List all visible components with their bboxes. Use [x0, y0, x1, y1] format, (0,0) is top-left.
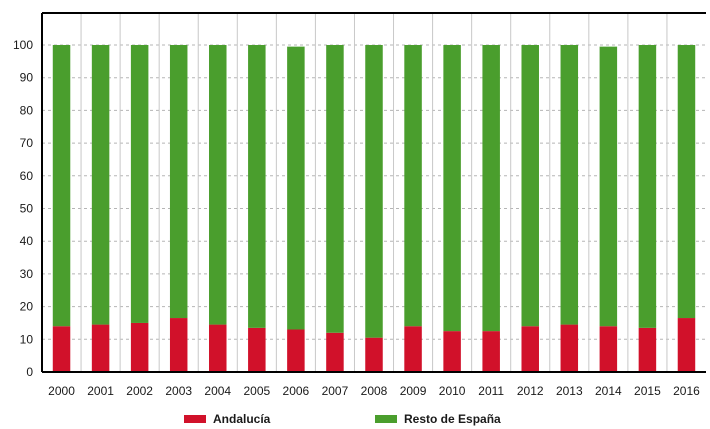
y-tick-label-50: 50 — [20, 202, 34, 216]
bar-andalucia-2008 — [365, 337, 383, 372]
bar-resto-de-espana-2014 — [599, 46, 618, 327]
bar-andalucia-2013 — [560, 324, 579, 372]
y-tick-label-40: 40 — [20, 234, 34, 248]
bar-resto-de-espana-2000 — [52, 45, 71, 327]
bar-resto-de-espana-2002 — [130, 45, 149, 323]
legend: Andalucía Resto de España — [184, 412, 501, 426]
y-tick-label-100: 100 — [13, 38, 33, 52]
bar-andalucia-2001 — [91, 324, 110, 372]
bar-resto-de-espana-2007 — [326, 45, 344, 333]
bar-resto-de-espana-2005 — [248, 45, 266, 328]
bar-resto-de-espana-2001 — [91, 45, 110, 325]
bar-andalucia-2009 — [404, 326, 422, 372]
legend-label-andalucia: Andalucía — [213, 412, 271, 426]
bar-resto-de-espana-2012 — [521, 45, 539, 327]
x-tick-label-2014: 2014 — [595, 384, 622, 398]
y-tick-label-60: 60 — [20, 169, 34, 183]
legend-swatch-resto-de-espana — [375, 415, 397, 423]
bar-resto-de-espana-2008 — [365, 45, 383, 338]
bar-resto-de-espana-2010 — [443, 45, 461, 332]
bar-andalucia-2003 — [169, 318, 188, 372]
bar-andalucia-2012 — [521, 326, 539, 372]
y-tick-labels: 0 10 20 30 40 50 60 70 80 90 100 — [13, 38, 33, 379]
bar-resto-de-espana-2006 — [287, 46, 305, 330]
bar-andalucia-2014 — [599, 326, 618, 372]
x-tick-label-2015: 2015 — [634, 384, 661, 398]
bar-andalucia-2005 — [248, 327, 266, 372]
y-tick-label-90: 90 — [20, 71, 34, 85]
bar-resto-de-espana-2015 — [638, 45, 657, 328]
bar-andalucia-2015 — [638, 327, 657, 372]
x-tick-label-2002: 2002 — [126, 384, 153, 398]
bar-resto-de-espana-2003 — [169, 45, 188, 319]
bar-andalucia-2016 — [677, 318, 696, 372]
bar-resto-de-espana-2009 — [404, 45, 422, 327]
bars — [52, 45, 696, 372]
y-tick-label-10: 10 — [20, 332, 34, 346]
bar-andalucia-2000 — [52, 326, 71, 372]
x-tick-label-2003: 2003 — [165, 384, 192, 398]
x-tick-label-2006: 2006 — [283, 384, 310, 398]
x-tick-label-2010: 2010 — [439, 384, 466, 398]
bar-resto-de-espana-2013 — [560, 45, 579, 325]
bar-andalucia-2010 — [443, 331, 461, 372]
x-tick-label-2007: 2007 — [322, 384, 349, 398]
bar-andalucia-2006 — [287, 329, 305, 372]
bar-andalucia-2004 — [209, 324, 227, 372]
y-tick-label-20: 20 — [20, 300, 34, 314]
x-tick-label-2012: 2012 — [517, 384, 544, 398]
y-tick-label-70: 70 — [20, 136, 34, 150]
x-tick-label-2008: 2008 — [361, 384, 388, 398]
x-tick-label-2013: 2013 — [556, 384, 583, 398]
bar-andalucia-2011 — [482, 331, 500, 372]
y-tick-label-30: 30 — [20, 267, 34, 281]
legend-swatch-andalucia — [184, 415, 206, 423]
y-tick-label-0: 0 — [26, 365, 33, 379]
x-tick-label-2011: 2011 — [478, 384, 504, 398]
x-tick-label-2016: 2016 — [673, 384, 700, 398]
x-tick-label-2009: 2009 — [400, 384, 427, 398]
x-tick-label-2005: 2005 — [243, 384, 270, 398]
bar-resto-de-espana-2004 — [209, 45, 227, 325]
x-tick-labels: 2000 2001 2002 2003 2004 2005 2006 2007 2008 2009… — [48, 384, 700, 398]
axes — [41, 12, 706, 373]
x-tick-label-2000: 2000 — [48, 384, 75, 398]
legend-label-resto-de-espana: Resto de España — [404, 412, 501, 426]
bar-andalucia-2002 — [130, 322, 149, 372]
y-tick-label-80: 80 — [20, 103, 34, 117]
x-tick-label-2004: 2004 — [204, 384, 231, 398]
bar-andalucia-2007 — [326, 332, 344, 372]
x-tick-label-2001: 2001 — [87, 384, 114, 398]
bar-resto-de-espana-2011 — [482, 45, 500, 332]
bar-resto-de-espana-2016 — [677, 45, 696, 319]
gridlines — [42, 13, 706, 372]
